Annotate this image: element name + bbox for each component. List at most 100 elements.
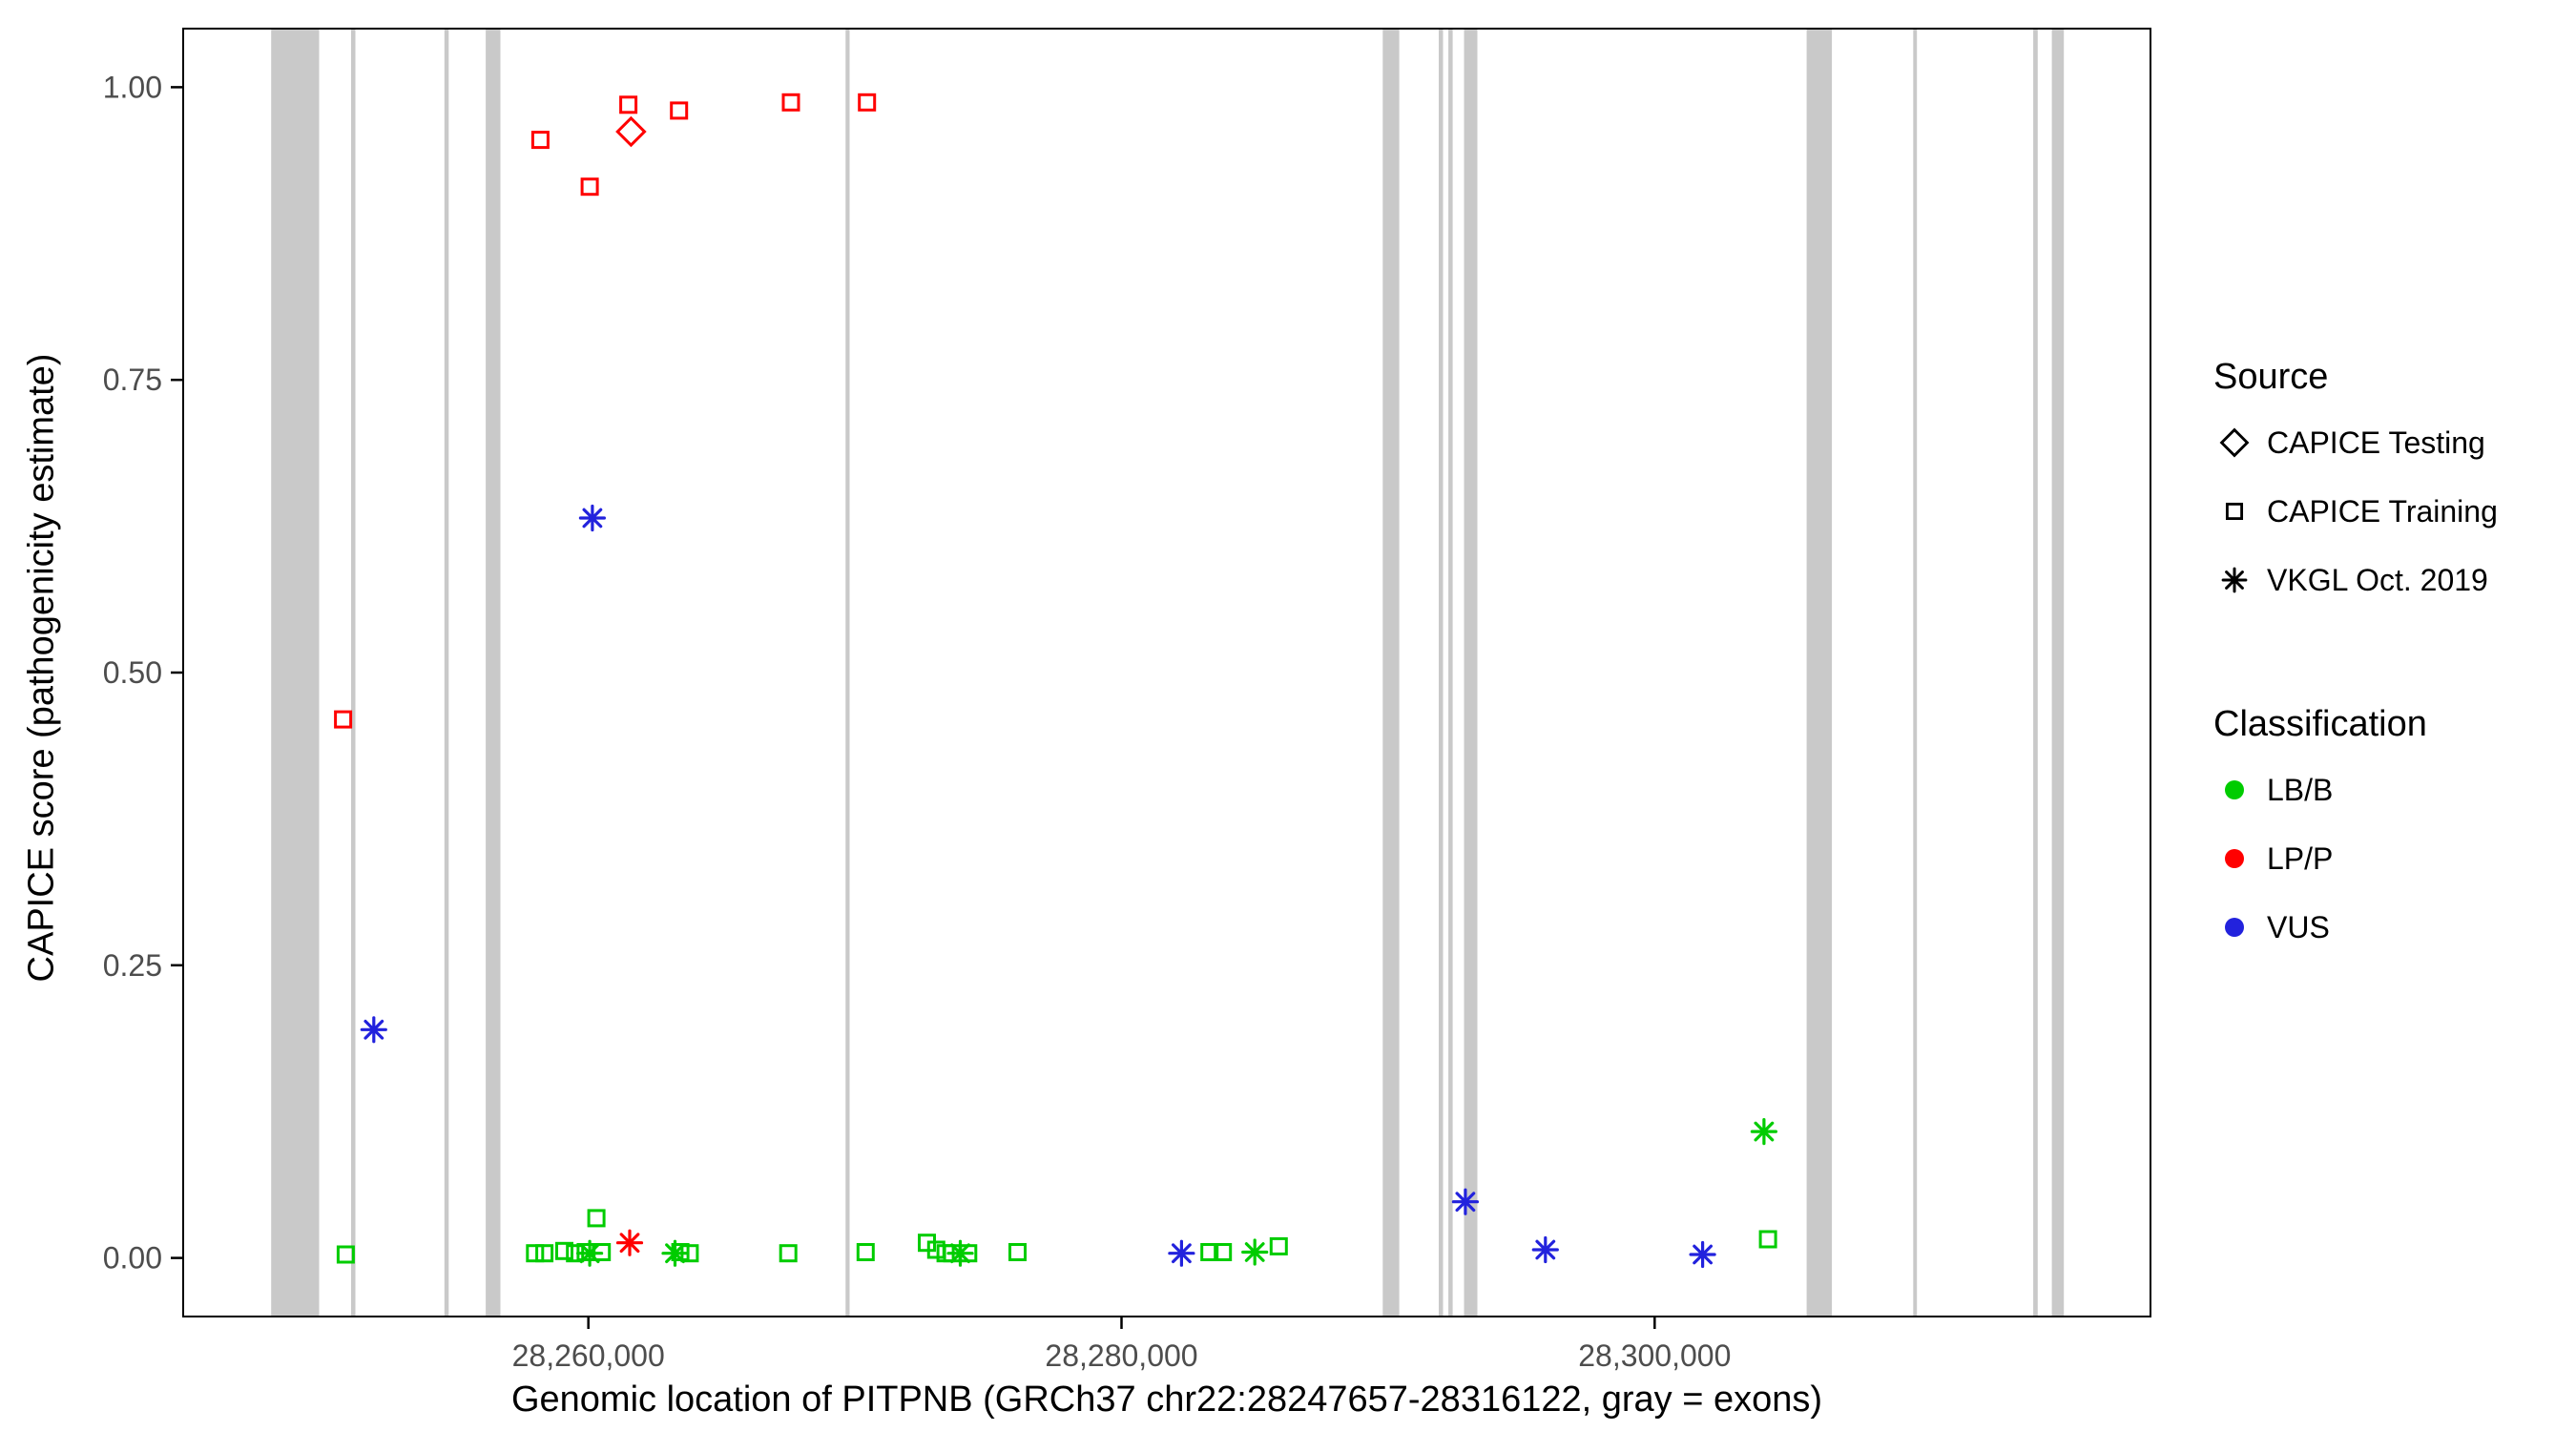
y-axis-title: CAPICE score (pathogenicity estimate)	[21, 353, 62, 983]
data-point	[1750, 1117, 1778, 1146]
exon-band	[1382, 30, 1400, 1316]
plot-panel	[182, 28, 2151, 1317]
square-marker	[670, 101, 689, 120]
data-point	[1451, 1188, 1480, 1215]
legend-item-label: LP/P	[2267, 840, 2334, 876]
square-marker	[858, 93, 877, 112]
data-point	[580, 177, 599, 197]
data-point	[1758, 1230, 1777, 1249]
square-marker	[1200, 1243, 1219, 1261]
legend-item-asterisk: VKGL Oct. 2019	[2213, 546, 2498, 614]
square-marker	[781, 93, 800, 112]
legend-item-vus: VUS	[2213, 893, 2498, 962]
square-marker	[779, 1244, 798, 1263]
exon-band	[1913, 30, 1918, 1316]
legend-source-title: Source	[2213, 357, 2329, 397]
legend-item-diamond: CAPICE Testing	[2213, 408, 2498, 477]
asterisk-icon	[2213, 559, 2255, 601]
square-marker	[1008, 1243, 1027, 1261]
square-marker	[530, 131, 550, 150]
x-tick-label: 28,280,000	[1045, 1338, 1197, 1373]
data-point	[334, 710, 353, 729]
legend-item-label: CAPICE Training	[2267, 493, 2498, 529]
legend: Source CAPICE Testing CAPICE Training VKGL…	[2213, 355, 2498, 962]
data-point	[615, 1229, 644, 1256]
legend-item-lp-p: LP/P	[2213, 824, 2498, 893]
exon-band	[2033, 30, 2038, 1316]
circle-marker	[2225, 780, 2244, 799]
legend-item-label: CAPICE Testing	[2267, 425, 2485, 460]
data-point	[1531, 1235, 1559, 1264]
exon-band	[1448, 30, 1453, 1316]
square-marker	[619, 95, 638, 114]
color-dot-icon	[2213, 769, 2255, 811]
legend-item-label: LB/B	[2267, 772, 2334, 807]
exon-band	[271, 30, 320, 1316]
circle-marker	[2225, 849, 2244, 868]
data-point	[856, 1243, 875, 1261]
asterisk-marker	[1241, 1238, 1269, 1266]
legend-item-label: VUS	[2267, 909, 2330, 944]
exon-band	[845, 30, 850, 1316]
square-marker	[1758, 1230, 1777, 1249]
square-marker	[535, 1244, 554, 1263]
data-point	[360, 1016, 387, 1044]
legend-item-label: VKGL Oct. 2019	[2267, 562, 2488, 597]
asterisk-marker	[2221, 567, 2248, 593]
data-point	[526, 1244, 545, 1263]
square-marker	[2225, 502, 2244, 521]
circle-marker	[2225, 918, 2244, 937]
data-point	[578, 504, 607, 532]
square-marker	[566, 1244, 585, 1263]
exon-band	[2051, 30, 2065, 1316]
data-point	[1689, 1240, 1716, 1269]
exon-band	[444, 30, 449, 1316]
square-icon	[2213, 490, 2255, 532]
data-point	[779, 1244, 798, 1263]
data-point	[615, 115, 647, 148]
square-marker	[856, 1243, 875, 1261]
y-tick-label: 1.00	[103, 70, 162, 104]
diamond-marker	[615, 115, 647, 148]
asterisk-marker	[1531, 1235, 1559, 1264]
y-tick-label: 0.75	[103, 363, 162, 397]
square-marker	[336, 1245, 355, 1264]
exon-band	[351, 30, 356, 1316]
square-marker	[587, 1209, 606, 1228]
data-point	[566, 1244, 585, 1263]
data-point	[858, 93, 877, 112]
data-point	[592, 1243, 612, 1261]
square-marker	[555, 1241, 573, 1260]
data-point	[555, 1241, 573, 1260]
exon-band	[1439, 30, 1444, 1316]
asterisk-marker	[578, 504, 607, 532]
data-point	[1214, 1243, 1233, 1261]
data-point	[959, 1244, 978, 1263]
square-marker	[334, 710, 353, 729]
data-point	[670, 101, 689, 120]
exon-band	[1806, 30, 1833, 1316]
asterisk-marker	[1689, 1240, 1716, 1269]
asterisk-marker	[1168, 1239, 1195, 1267]
data-point	[336, 1245, 355, 1264]
x-axis-title: Genomic location of PITPNB (GRCh37 chr22…	[510, 1379, 1823, 1420]
y-tick-label: 0.00	[103, 1241, 162, 1275]
y-tick-label: 0.25	[103, 948, 162, 983]
color-dot-icon	[2213, 838, 2255, 880]
legend-item-square: CAPICE Training	[2213, 477, 2498, 546]
asterisk-marker	[615, 1229, 644, 1256]
data-point	[535, 1244, 554, 1263]
asterisk-marker	[1451, 1188, 1480, 1215]
data-point	[1200, 1243, 1219, 1261]
color-dot-icon	[2213, 906, 2255, 948]
square-marker	[526, 1244, 545, 1263]
data-point	[1269, 1236, 1288, 1255]
data-point	[587, 1209, 606, 1228]
square-marker	[1269, 1236, 1288, 1255]
data-point	[1168, 1239, 1195, 1267]
data-point	[1008, 1243, 1027, 1261]
asterisk-marker	[1750, 1117, 1778, 1146]
diamond-marker	[2219, 427, 2250, 458]
legend-item-lb-b: LB/B	[2213, 756, 2498, 824]
